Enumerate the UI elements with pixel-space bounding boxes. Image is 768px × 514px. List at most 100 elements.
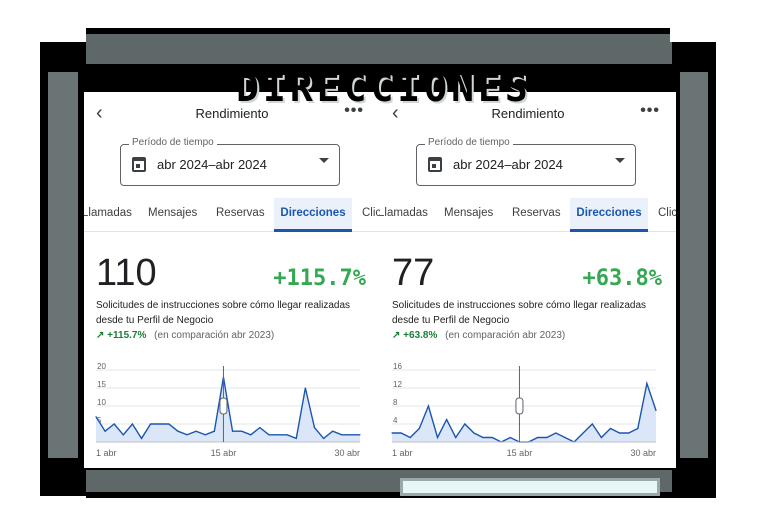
area-fill (96, 377, 360, 442)
data-point (104, 430, 106, 432)
data-point (140, 437, 143, 439)
top-app-bar: ‹ Rendimiento ••• (380, 102, 676, 126)
frame-bottom-tab (400, 478, 660, 496)
data-point (150, 423, 152, 425)
tab-reservas[interactable]: Reservas (216, 207, 265, 219)
data-point (250, 434, 252, 436)
tab-clics[interactable]: Clic (658, 207, 676, 219)
data-point (618, 432, 621, 434)
period-select[interactable]: Período de tiempo abr 2024–abr 2024 (120, 137, 340, 186)
x-tick-label: 30 abr (334, 448, 360, 458)
data-point (609, 427, 612, 430)
data-point (159, 423, 161, 425)
y-tick-label: 16 (393, 362, 402, 371)
data-point (537, 436, 539, 439)
trend-change: +115.7% (107, 330, 147, 341)
tab-direcciones[interactable]: Direcciones (274, 198, 352, 232)
data-point (600, 436, 602, 439)
data-point (446, 418, 448, 421)
data-point (409, 436, 411, 439)
data-point (391, 432, 393, 434)
data-point (177, 430, 179, 432)
metric-count: 110 (96, 252, 157, 294)
data-point (313, 427, 316, 429)
y-tick-label: 4 (393, 416, 398, 425)
data-point (131, 423, 134, 425)
x-tick-label: 15 abr (211, 448, 237, 458)
series-line (95, 377, 360, 440)
data-point (427, 405, 430, 407)
data-point (277, 434, 279, 436)
data-point (473, 432, 475, 434)
top-app-bar: ‹ Rendimiento ••• (84, 102, 380, 126)
x-tick-label: 30 abr (630, 448, 656, 458)
data-point (304, 387, 306, 389)
data-point (455, 436, 457, 439)
data-point (259, 427, 261, 429)
frame-notch (670, 28, 716, 42)
trend-comparison: (en comparación abr 2023) (445, 330, 566, 341)
data-point (341, 434, 343, 436)
trending-up-icon: ↗ (392, 330, 401, 341)
data-point (482, 436, 484, 439)
tab-mensajes[interactable]: Mensajes (444, 207, 494, 219)
data-point (231, 430, 234, 432)
trend-row: ↗ +115.7% (en comparación abr 2023) (96, 330, 274, 341)
page-title: DIRECCIONES (236, 66, 532, 110)
more-horiz-icon[interactable]: ••• (344, 102, 364, 119)
chevron-left-icon[interactable]: ‹ (392, 102, 399, 124)
area-fill (392, 383, 656, 442)
data-point (637, 427, 639, 430)
x-tick-label: 15 abr (507, 448, 533, 458)
frame-shade-right (680, 72, 708, 458)
tab-llamadas[interactable]: Llamadas (84, 207, 132, 219)
y-tick-label: 10 (97, 398, 106, 407)
calendar-icon (132, 157, 146, 172)
data-point (122, 434, 124, 436)
metric-count: 77 (392, 252, 435, 294)
data-point (646, 382, 648, 385)
data-point (168, 423, 170, 425)
tab-llamadas[interactable]: Llamadas (380, 207, 428, 219)
period-label: Período de tiempo (425, 137, 513, 148)
data-point (95, 416, 97, 418)
data-point (204, 434, 206, 436)
tab-reservas[interactable]: Reservas (512, 207, 561, 219)
line-chart[interactable]: 20 15 10 5 1 abr 15 abr 30 abr (90, 362, 378, 462)
metric-description: Solicitudes de instrucciones sobre cómo … (392, 300, 647, 326)
x-tick-label: 1 abr (392, 448, 413, 458)
screen-title: Rendimiento (491, 106, 565, 121)
calendar-icon (428, 157, 442, 172)
tab-clics[interactable]: Clics (362, 207, 380, 219)
caret-down-icon (319, 158, 329, 163)
metric-tabs: Llamadas Mensajes Reservas Direcciones C… (380, 198, 676, 232)
data-point (213, 430, 215, 432)
data-point (418, 427, 420, 430)
tab-mensajes[interactable]: Mensajes (148, 207, 198, 219)
period-select[interactable]: Período de tiempo abr 2024–abr 2024 (416, 137, 636, 186)
metric-tabs: Llamadas Mensajes Reservas Direcciones C… (84, 198, 380, 232)
data-point (546, 436, 548, 439)
frame-shade-top (86, 34, 672, 64)
period-label: Período de tiempo (129, 137, 217, 148)
data-point (555, 432, 557, 434)
data-point (564, 436, 566, 439)
data-point (195, 430, 197, 432)
metric-description: Solicitudes de instrucciones sobre cómo … (96, 300, 351, 326)
metric-change-large: +115.7% (273, 266, 366, 291)
cursor-handle[interactable] (219, 397, 228, 415)
data-point (400, 432, 402, 434)
data-point (655, 409, 657, 412)
data-point (350, 434, 352, 436)
trending-up-icon: ↗ (96, 330, 105, 341)
cursor-handle[interactable] (515, 397, 524, 415)
line-chart[interactable]: 16 12 8 4 1 abr 15 abr 30 abr (386, 362, 674, 462)
more-horiz-icon[interactable]: ••• (640, 102, 660, 119)
y-tick-label: 5 (97, 416, 102, 425)
x-tick-label: 1 abr (96, 448, 117, 458)
metric-change-large: +63.8% (582, 266, 662, 291)
chevron-left-icon[interactable]: ‹ (96, 102, 103, 124)
tab-direcciones[interactable]: Direcciones (570, 198, 648, 232)
frame-shade-left (48, 72, 78, 458)
frame-notch (40, 496, 86, 514)
